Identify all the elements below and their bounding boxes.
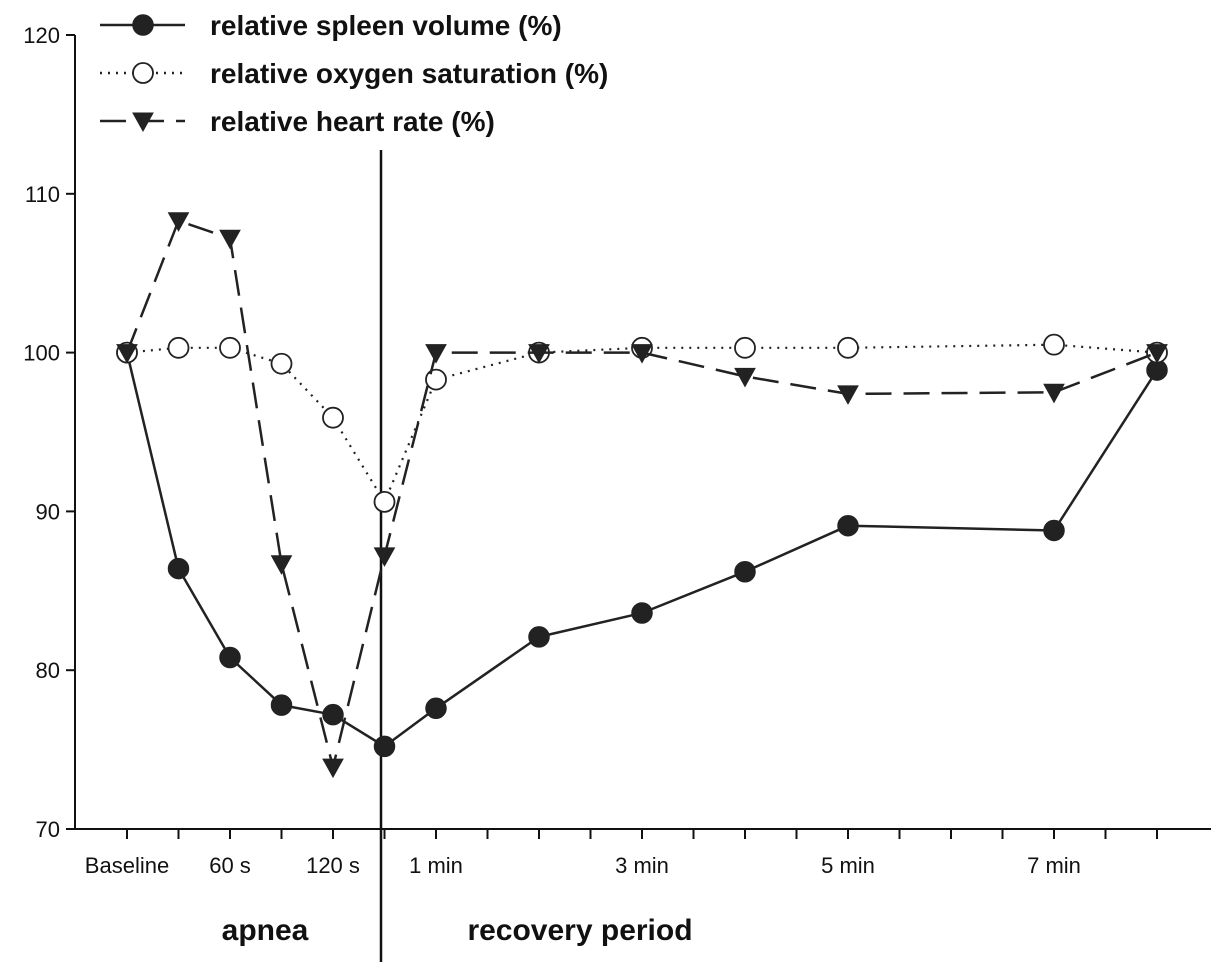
data-point-marker [132,112,154,133]
legend: relative spleen volume (%) relative oxyge… [100,10,608,137]
data-point-marker [167,557,190,580]
data-point-marker [373,490,396,513]
series-line [125,352,1159,748]
data-point-marker [837,336,859,359]
data-point-marker [734,560,756,583]
phase-label-recovery: recovery period [467,914,692,947]
data-point-marker [373,735,396,758]
y-axis: 70 80 90 100 110 120 [23,23,76,842]
legend-label: relative spleen volume (%) [210,10,562,41]
x-tick-group: Baseline 60 s 120 s 1 min 3 min 5 min 7 min [85,829,1158,878]
data-point-marker [270,352,293,375]
data-point-marker [116,344,138,364]
data-point-marker [219,229,241,250]
legend-label: relative oxygen saturation (%) [210,58,608,89]
data-point-marker [1043,383,1065,404]
data-point-marker [322,406,344,429]
data-point-marker [425,344,447,364]
data-point-marker [837,514,859,537]
legend-item: relative spleen volume (%) [100,10,562,41]
series-2 [116,212,1168,779]
data-point-marker [219,646,241,669]
y-tick-label: 90 [36,499,60,524]
data-point-marker [528,626,550,648]
x-tick-label: 60 s [209,853,251,878]
series-line [125,219,1158,769]
y-tick-label: 100 [23,341,60,366]
data-point-marker [734,367,756,388]
legend-label: relative heart rate (%) [210,106,495,137]
series-group [116,212,1168,779]
data-point-marker [837,385,859,405]
x-tick-label: 5 min [821,853,875,878]
data-point-marker [270,694,293,716]
x-axis: Baseline 60 s 120 s 1 min 3 min 5 min 7 min [75,828,1211,878]
y-tick-label: 80 [36,658,60,683]
data-point-marker [1043,519,1065,542]
legend-item: relative oxygen saturation (%) [100,58,608,89]
data-point-marker [734,336,756,359]
y-tick-label: 110 [25,182,60,207]
data-point-marker [322,758,344,779]
x-tick-label: 3 min [615,853,669,878]
y-tick-label: 120 [23,23,60,48]
y-tick-label: 70 [36,817,60,842]
legend-item: relative heart rate (%) [100,106,495,137]
data-point-marker [167,336,190,359]
data-point-marker [1146,344,1168,364]
x-tick-label: Baseline [85,853,169,878]
data-point-marker [631,344,653,364]
data-point-marker [132,62,154,84]
series-0 [116,341,1168,758]
data-point-marker [631,602,653,624]
data-point-marker [322,703,344,726]
data-point-marker [425,368,447,391]
data-point-marker [270,555,293,575]
data-point-marker [528,344,550,364]
y-tick-group: 70 80 90 100 110 120 [23,23,75,842]
x-tick-label: 120 s [306,853,360,878]
phase-label-apnea: apnea [222,914,309,947]
x-tick-label: 7 min [1027,853,1081,878]
data-point-marker [1043,333,1065,356]
data-point-marker [167,212,190,232]
data-point-marker [132,14,154,36]
data-point-marker [219,336,241,359]
x-tick-label: 1 min [409,853,463,878]
data-point-marker [425,697,447,720]
data-point-marker [373,547,396,567]
